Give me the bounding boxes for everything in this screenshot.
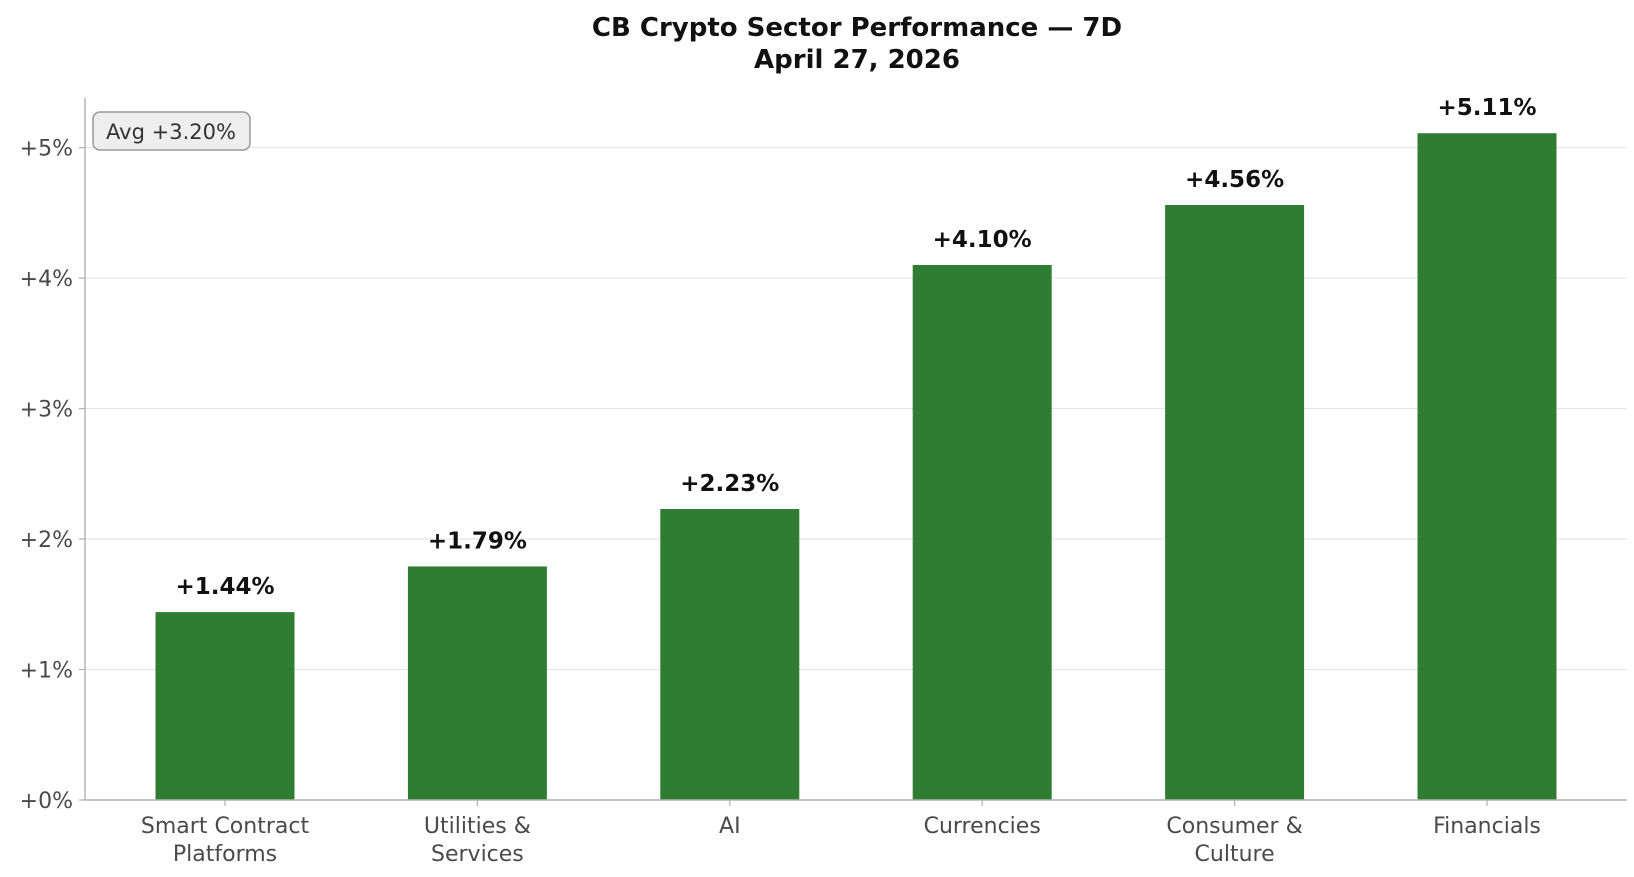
- chart-subtitle: April 27, 2026: [754, 45, 960, 75]
- bars-layer: [155, 133, 1557, 801]
- labels-layer: +0% +1% +2% +3% +4% +5% +1.44% Smart Contract Pl…: [20, 95, 1541, 867]
- avg-annotation-text: Avg +3.20%: [106, 120, 236, 144]
- x-tick-label: Culture: [1195, 842, 1275, 867]
- x-tick-label: Currencies: [924, 814, 1041, 839]
- x-tick-label: Financials: [1433, 814, 1541, 839]
- bar-value-label: +1.79%: [428, 528, 527, 554]
- x-tick-label: Services: [431, 842, 524, 867]
- bar-value-label: +5.11%: [1437, 95, 1536, 121]
- bar-value-label: +4.10%: [933, 227, 1032, 253]
- y-tick-label: +2%: [20, 528, 73, 553]
- y-tick-label: +1%: [20, 659, 73, 684]
- bar: [155, 612, 295, 800]
- axes-layer: [79, 98, 1627, 806]
- x-tick-label: Utilities &: [424, 814, 531, 839]
- avg-annotation: Avg +3.20%: [92, 111, 251, 151]
- y-tick-label: +5%: [20, 137, 73, 162]
- bar-value-label: +2.23%: [680, 471, 779, 497]
- chart-title: CB Crypto Sector Performance — 7D: [592, 13, 1122, 43]
- bar-value-label: +1.44%: [175, 574, 274, 600]
- avg-annotation-box: [92, 111, 251, 151]
- y-tick-label: +4%: [20, 267, 73, 292]
- x-tick-label: Smart Contract: [141, 814, 310, 839]
- y-tick-label: +0%: [20, 789, 73, 814]
- bar: [407, 566, 547, 800]
- x-tick-label: AI: [719, 814, 741, 839]
- bar: [660, 509, 800, 800]
- grid-layer: [85, 146, 1627, 671]
- x-tick-label: Consumer &: [1166, 814, 1302, 839]
- bar: [1417, 133, 1557, 801]
- bar-value-label: +4.56%: [1185, 167, 1284, 193]
- bar: [1165, 204, 1305, 800]
- bar: [912, 265, 1052, 801]
- x-tick-label: Platforms: [173, 842, 277, 867]
- y-tick-label: +3%: [20, 398, 73, 423]
